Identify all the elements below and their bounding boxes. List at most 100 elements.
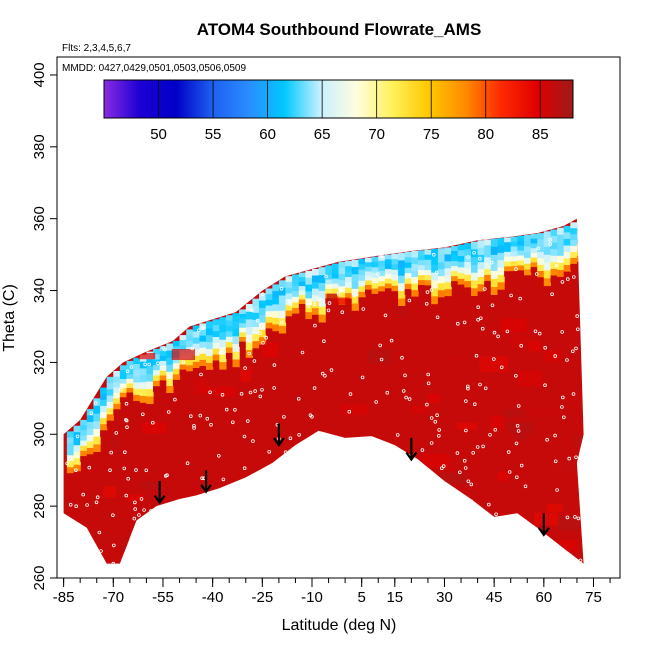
heatmap-cell	[192, 349, 200, 357]
sample-point	[496, 334, 500, 339]
heatmap-cell	[404, 273, 412, 279]
heatmap-cell	[139, 395, 147, 404]
heatmap-cell	[365, 262, 373, 268]
sample-point	[280, 526, 285, 531]
sample-point	[324, 274, 328, 279]
heatmap-cell	[292, 302, 300, 309]
heatmap-cell	[411, 277, 419, 285]
heatmap-cell	[583, 227, 584, 233]
heatmap-cell	[418, 260, 426, 266]
heatmap-cell	[490, 238, 498, 248]
sample-point	[315, 533, 320, 538]
heatmap-cell	[103, 486, 117, 498]
heatmap-cell	[133, 370, 141, 377]
heatmap-cell	[367, 349, 392, 364]
sample-point	[95, 495, 100, 500]
heatmap-cell	[166, 350, 174, 359]
heatmap-cell	[239, 341, 247, 347]
heatmap-cell	[305, 312, 313, 320]
sample-point	[384, 485, 388, 490]
heatmap-cell	[206, 342, 214, 350]
sample-point	[536, 246, 540, 251]
heatmap-cell	[471, 288, 479, 297]
heatmap-cell	[418, 265, 426, 271]
heatmap-cell	[583, 223, 584, 229]
heatmap-cell	[86, 428, 94, 436]
heatmap-cell	[484, 263, 492, 270]
heatmap-cell	[530, 267, 538, 273]
heatmap-cell	[530, 262, 538, 268]
heatmap-cell	[451, 246, 459, 252]
sample-point	[550, 292, 554, 297]
heatmap-cell	[365, 275, 373, 282]
heatmap-cell	[371, 277, 379, 284]
sample-point	[426, 372, 431, 377]
sample-point	[173, 397, 177, 402]
heatmap-cell	[326, 293, 337, 305]
heatmap-cell	[572, 434, 584, 447]
heatmap-cell	[403, 523, 414, 536]
sample-point	[565, 277, 570, 281]
heatmap-cell	[411, 257, 419, 265]
sample-point	[272, 363, 277, 367]
sample-point	[272, 386, 277, 390]
heatmap-cell	[411, 290, 419, 298]
heatmap-cell	[384, 259, 393, 265]
heatmap-cell	[100, 424, 108, 431]
heatmap-cell	[199, 335, 207, 343]
heatmap-cell	[530, 257, 538, 263]
heatmap-cell	[411, 296, 419, 304]
sample-point	[241, 500, 245, 504]
sample-point	[351, 526, 355, 531]
sample-point	[264, 471, 269, 476]
heatmap-cell	[153, 354, 161, 361]
sample-point	[144, 340, 148, 345]
sample-point	[144, 273, 148, 278]
heatmap-cell	[219, 362, 227, 371]
sample-point	[415, 245, 419, 250]
sample-point	[469, 482, 474, 487]
heatmap-cell	[439, 514, 465, 529]
sample-point	[260, 387, 264, 392]
heatmap-cell	[563, 265, 571, 273]
sample-point	[462, 320, 467, 325]
sample-point	[429, 288, 434, 292]
heatmap-cell	[378, 291, 386, 298]
heatmap-cell	[451, 276, 459, 282]
heatmap-cell	[510, 251, 518, 257]
heatmap-cell	[331, 263, 340, 270]
sample-point	[411, 231, 416, 236]
heatmap-cell	[471, 241, 479, 251]
sample-point	[323, 373, 327, 378]
heatmap-cell	[245, 311, 253, 320]
heatmap-cell	[239, 318, 247, 324]
heatmap-cell	[510, 261, 518, 267]
heatmap-cell	[199, 341, 207, 349]
heatmap-cell	[120, 538, 134, 552]
heatmap-cell	[305, 270, 313, 279]
sample-point	[481, 523, 485, 528]
sample-point	[463, 466, 468, 470]
heatmap-cell	[205, 300, 225, 309]
heatmap-cell	[576, 249, 584, 257]
heatmap-cell	[66, 455, 75, 462]
heatmap-cell	[477, 276, 485, 285]
sample-point	[277, 492, 282, 496]
sample-point	[129, 272, 133, 277]
heatmap-cell	[444, 275, 452, 283]
heatmap-cell	[497, 282, 505, 291]
heatmap-cell	[338, 274, 346, 281]
sample-point	[133, 500, 137, 505]
heatmap-cell	[437, 269, 446, 277]
heatmap-cell	[510, 241, 518, 248]
sample-point	[192, 423, 196, 428]
heatmap-cell	[272, 311, 280, 319]
sample-point	[518, 296, 522, 301]
heatmap-cell	[272, 297, 280, 306]
sample-point	[299, 506, 304, 511]
sample-point	[190, 346, 195, 351]
heatmap-cell	[418, 250, 426, 256]
heatmap-cell	[437, 276, 446, 284]
heatmap-cell	[477, 240, 485, 249]
sample-point	[114, 431, 119, 435]
